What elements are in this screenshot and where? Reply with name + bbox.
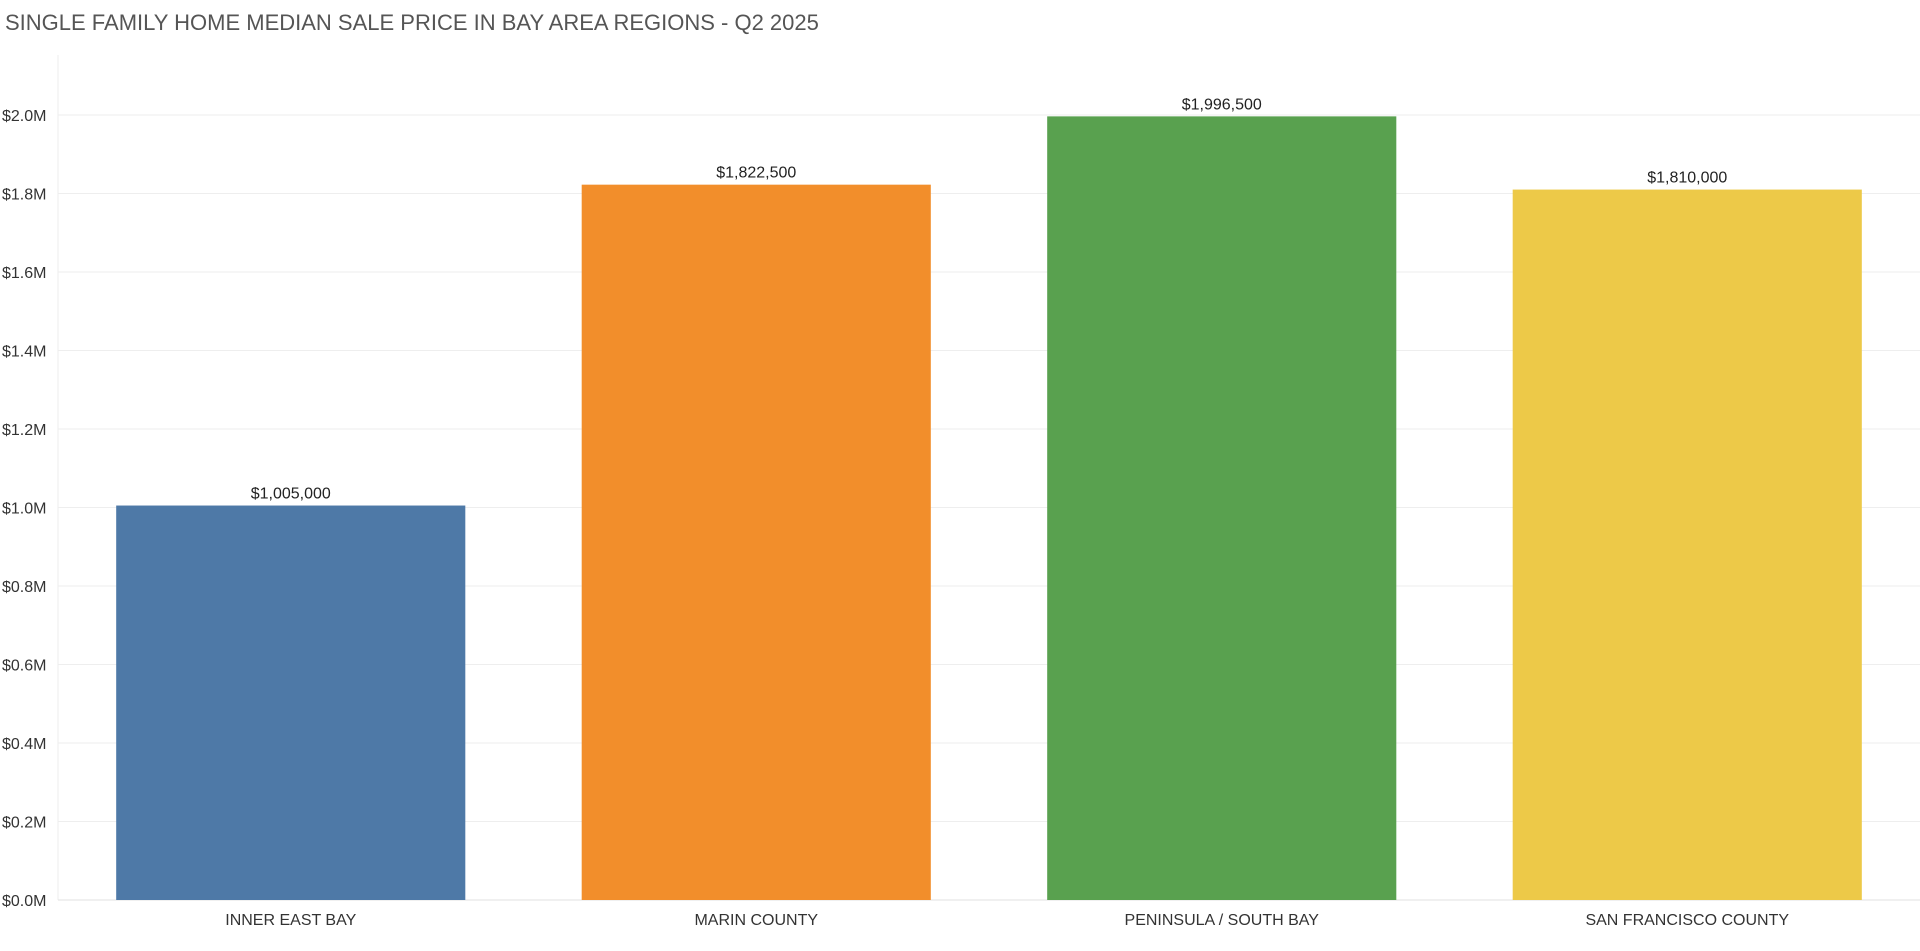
y-tick-label: $0.0M bbox=[2, 893, 46, 910]
bar[interactable] bbox=[1512, 189, 1862, 900]
bar-data-label: $1,996,500 bbox=[1182, 96, 1262, 113]
x-category-label: MARIN COUNTY bbox=[694, 912, 818, 929]
x-category-label: SAN FRANCISCO COUNTY bbox=[1585, 912, 1789, 929]
y-tick-label: $1.6M bbox=[2, 265, 46, 282]
bar[interactable] bbox=[1047, 116, 1397, 900]
bar-data-label: $1,005,000 bbox=[251, 486, 331, 503]
y-tick-label: $2.0M bbox=[2, 108, 46, 125]
y-tick-label: $0.6M bbox=[2, 658, 46, 675]
y-tick-label: $1.0M bbox=[2, 501, 46, 518]
bar[interactable] bbox=[116, 505, 466, 900]
bar[interactable] bbox=[581, 184, 931, 900]
chart-title: SINGLE FAMILY HOME MEDIAN SALE PRICE IN … bbox=[5, 10, 819, 35]
y-tick-label: $1.4M bbox=[2, 344, 46, 361]
bar-data-label: $1,810,000 bbox=[1647, 170, 1727, 187]
x-axis: INNER EAST BAY MARIN COUNTY PENINSULA / SO… bbox=[225, 912, 1789, 929]
bars: $1,005,000 $1,822,500 $1,996,500 $1,810,000 bbox=[116, 96, 1862, 900]
y-tick-label: $0.2M bbox=[2, 815, 46, 832]
x-category-label: INNER EAST BAY bbox=[225, 912, 356, 929]
y-axis: $0.0M $0.2M $0.4M $0.6M $0.8M $1.0M $1.2M $1.4M… bbox=[2, 108, 46, 910]
y-tick-label: $0.8M bbox=[2, 579, 46, 596]
y-tick-label: $1.2M bbox=[2, 422, 46, 439]
y-tick-label: $1.8M bbox=[2, 187, 46, 204]
bar-data-label: $1,822,500 bbox=[716, 165, 796, 182]
x-category-label: PENINSULA / SOUTH BAY bbox=[1125, 912, 1320, 929]
y-tick-label: $0.4M bbox=[2, 736, 46, 753]
